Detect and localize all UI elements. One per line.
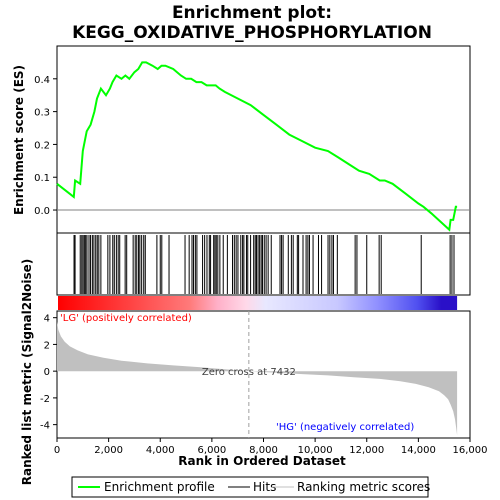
es-y-tick-label: 0.0	[34, 206, 50, 217]
ranking-panel: 4 2 0 -2 -4 Zero cross at 7432 'LG' (positiv…	[20, 259, 471, 486]
hits-panel	[56, 232, 471, 296]
ranking-y-tick-label: 2	[44, 340, 50, 351]
positive-correlation-label: 'LG' (positively correlated)	[60, 313, 192, 324]
hit-marks	[73, 235, 455, 294]
legend-ranking-label: Ranking metric scores	[297, 480, 430, 494]
x-tick-label: 12,000	[349, 445, 384, 456]
es-y-ticks: 0.0 0.1 0.2 0.3 0.4	[34, 75, 57, 217]
es-profile-line	[56, 61, 458, 232]
ranking-y-axis-label: Ranked list metric (Signal2Noise)	[20, 259, 34, 486]
ranking-y-tick-label: -2	[40, 394, 50, 405]
x-tick-label: 4,000	[146, 445, 175, 456]
chart-title-line1: Enrichment plot:	[172, 3, 332, 23]
x-tick-label: 6,000	[198, 445, 227, 456]
es-y-tick-label: 0.3	[34, 108, 50, 119]
legend-enrichment-label: Enrichment profile	[104, 480, 215, 494]
ranking-y-tick-label: 0	[44, 367, 50, 378]
es-y-tick-label: 0.4	[34, 75, 50, 86]
x-tick-label: 0	[54, 445, 60, 456]
zero-cross-label: Zero cross at 7432	[202, 367, 296, 378]
ranking-y-ticks: 4 2 0 -2 -4	[40, 314, 57, 432]
es-y-tick-label: 0.2	[34, 140, 50, 151]
ranking-metric-area	[57, 321, 458, 436]
x-tick-label: 10,000	[298, 445, 333, 456]
negative-correlation-label: 'HG' (negatively correlated)	[276, 422, 414, 433]
x-tick-label: 2,000	[94, 445, 123, 456]
ranking-y-tick-label: 4	[44, 314, 50, 325]
ranking-y-tick-label: -4	[40, 421, 50, 432]
legend-hits-label: Hits	[253, 480, 276, 494]
es-panel: 0.0 0.1 0.2 0.3 0.4 Enrichment score (ES)	[12, 45, 471, 234]
x-tick-label: 8,000	[249, 445, 278, 456]
legend: Enrichment profile Hits Ranking metric s…	[71, 476, 430, 498]
x-tick-label: 16,000	[453, 445, 488, 456]
chart-title-line2: KEGG_OXIDATIVE_PHOSPHORYLATION	[72, 23, 432, 43]
es-panel-frame	[56, 45, 471, 234]
hits-panel-frame	[56, 232, 471, 296]
ranking-color-bar	[58, 296, 458, 310]
es-y-axis-label: Enrichment score (ES)	[12, 65, 26, 215]
x-tick-label: 14,000	[401, 445, 436, 456]
x-axis-label: Rank in Ordered Dataset	[178, 454, 346, 468]
x-axis-ticks: 0 2,000 4,000 6,000 8,000 10,000 12,000 14,000 1…	[54, 438, 488, 456]
es-y-tick-label: 0.1	[34, 173, 50, 184]
